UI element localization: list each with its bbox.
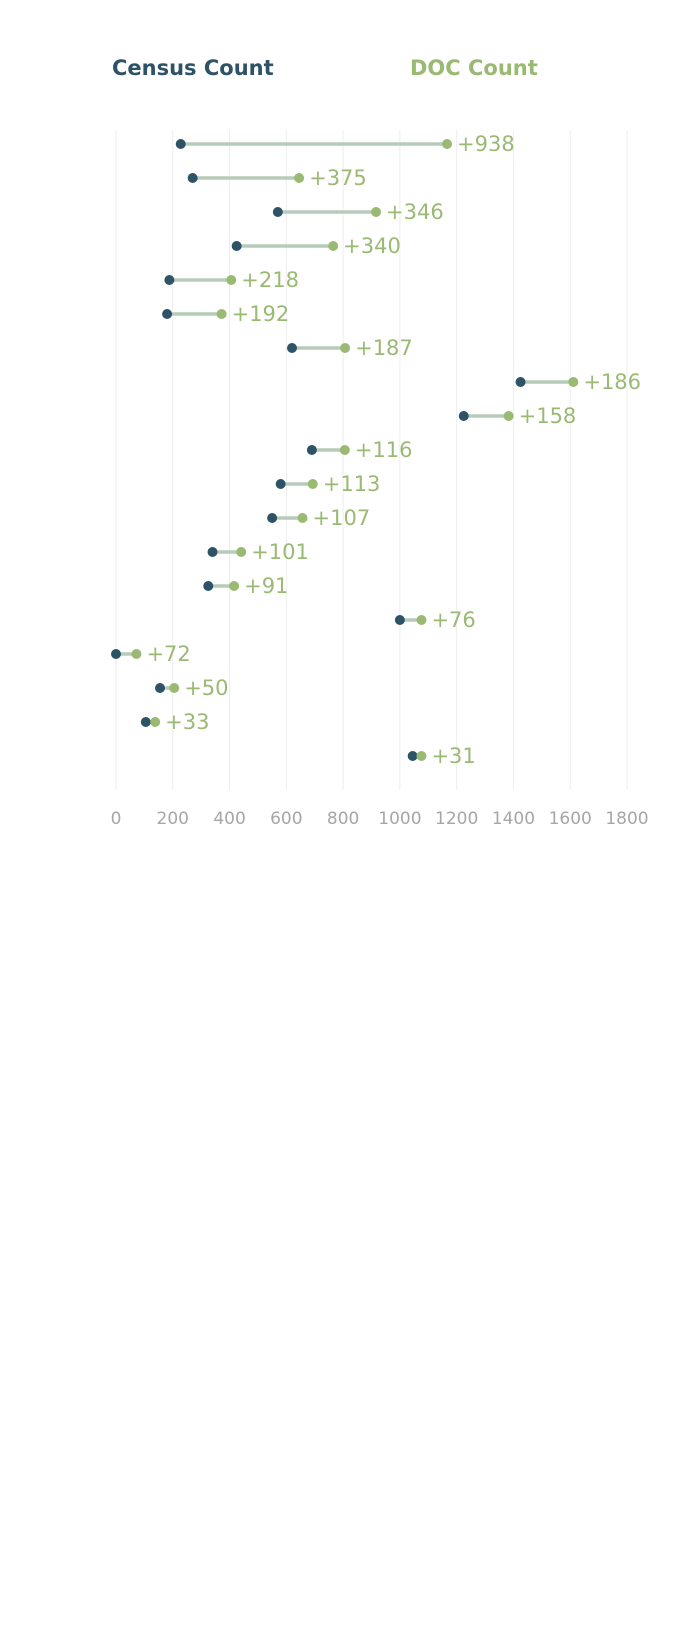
- difference-label: +375: [309, 166, 367, 190]
- census-point: [207, 547, 218, 557]
- census-point: [275, 479, 286, 489]
- legend-census-label: Census Count: [112, 56, 274, 80]
- difference-label: +72: [146, 642, 190, 666]
- difference-label: +91: [244, 574, 288, 598]
- difference-label: +218: [241, 268, 299, 292]
- census-point: [407, 751, 418, 761]
- difference-label: +33: [165, 710, 209, 734]
- difference-label: +116: [355, 438, 413, 462]
- x-tick-label: 1000: [378, 809, 421, 829]
- difference-label: +107: [313, 506, 371, 530]
- doc-point: [328, 241, 339, 251]
- census-point: [187, 173, 198, 183]
- difference-label: +186: [583, 370, 641, 394]
- doc-point: [339, 445, 350, 455]
- census-point: [458, 411, 469, 421]
- census-point: [164, 275, 175, 285]
- dumbbell-row: +91: [203, 574, 288, 598]
- doc-point: [169, 683, 180, 693]
- dumbbell-row: +938: [175, 132, 515, 156]
- census-point: [111, 649, 121, 659]
- difference-label: +346: [386, 200, 444, 224]
- difference-label: +192: [232, 302, 290, 326]
- dumbbell-row: +33: [140, 710, 210, 734]
- dumbbell-row: +187: [287, 336, 413, 360]
- doc-point: [503, 411, 514, 421]
- doc-point: [371, 207, 382, 217]
- doc-point: [568, 377, 579, 387]
- dumbbell-row: +158: [458, 404, 577, 428]
- difference-label: +340: [343, 234, 401, 258]
- doc-point: [442, 139, 453, 149]
- dumbbell-row: +72: [111, 642, 191, 666]
- doc-point: [307, 479, 318, 489]
- x-tick-label: 1800: [605, 809, 648, 829]
- dumbbell-row: +192: [162, 302, 289, 326]
- dumbbell-row: +340: [231, 234, 401, 258]
- doc-point: [340, 343, 351, 353]
- difference-label: +31: [431, 744, 475, 768]
- doc-point: [226, 275, 237, 285]
- dumbbell-row: +107: [267, 506, 370, 530]
- census-point: [175, 139, 186, 149]
- doc-point: [150, 717, 161, 727]
- doc-point: [294, 173, 305, 183]
- census-point: [162, 309, 173, 319]
- dumbbell-row: +218: [164, 268, 299, 292]
- doc-point: [297, 513, 308, 523]
- census-point: [515, 377, 526, 387]
- dumbbell-row: +186: [515, 370, 641, 394]
- census-point: [394, 615, 405, 625]
- doc-point: [416, 615, 427, 625]
- difference-label: +50: [184, 676, 228, 700]
- difference-label: +76: [431, 608, 475, 632]
- x-tick-label: 1400: [492, 809, 535, 829]
- difference-label: +101: [251, 540, 309, 564]
- x-tick-label: 600: [270, 809, 302, 829]
- difference-label: +187: [355, 336, 413, 360]
- difference-label: +938: [457, 132, 515, 156]
- difference-label: +158: [519, 404, 577, 428]
- x-tick-label: 400: [213, 809, 245, 829]
- x-tick-label: 1600: [549, 809, 592, 829]
- census-point: [203, 581, 214, 591]
- census-point: [287, 343, 298, 353]
- x-axis: 0 200 400 600 800 1000 1200 1400 1600 1800: [111, 809, 649, 829]
- doc-point: [236, 547, 247, 557]
- dumbbell-row: +116: [306, 438, 413, 462]
- doc-point: [416, 751, 427, 761]
- difference-label: +113: [323, 472, 381, 496]
- dumbbell-row: +113: [275, 472, 381, 496]
- dumbbell-row: +76: [394, 608, 476, 632]
- doc-point: [229, 581, 240, 591]
- census-point: [267, 513, 278, 523]
- census-point: [306, 445, 317, 455]
- x-tick-label: 200: [157, 809, 189, 829]
- doc-point: [131, 649, 142, 659]
- x-tick-label: 800: [327, 809, 359, 829]
- dumbbell-row: +375: [187, 166, 367, 190]
- x-tick-label: 1200: [435, 809, 478, 829]
- doc-point: [216, 309, 227, 319]
- legend-doc-label: DOC Count: [410, 56, 538, 80]
- dumbbell-row: +31: [407, 744, 476, 768]
- x-tick-label: 0: [111, 809, 122, 829]
- census-point: [155, 683, 166, 693]
- dumbbell-row: +101: [207, 540, 309, 564]
- census-point: [272, 207, 283, 217]
- census-point: [140, 717, 151, 727]
- dumbbell-row: +346: [272, 200, 444, 224]
- dumbbell-row: +50: [155, 676, 229, 700]
- census-point: [231, 241, 242, 251]
- dumbbell-rows: +938 +375 +346 +340 +218 +192 +187 +186+158 +116…: [111, 132, 641, 768]
- gridlines: [115, 130, 628, 790]
